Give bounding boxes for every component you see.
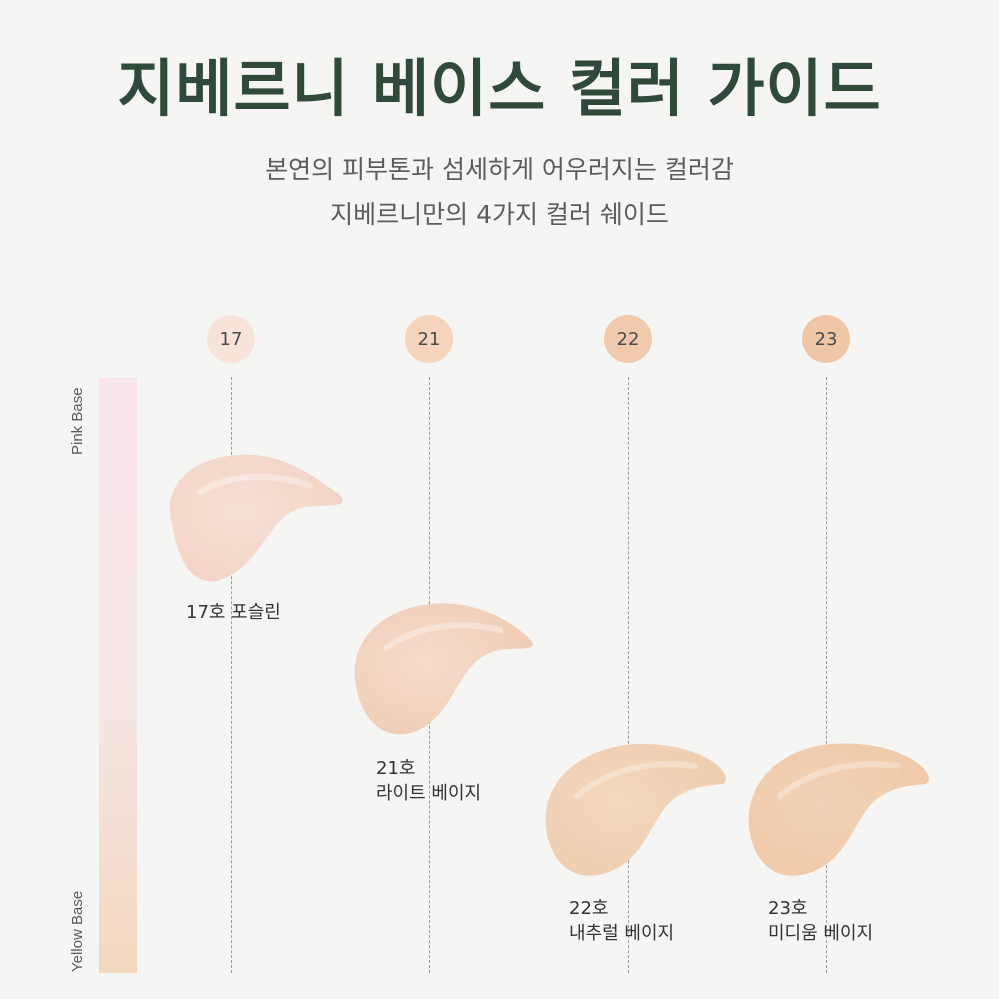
- shade-label-23-line2: 미디움 베이지: [768, 923, 874, 944]
- shade-label-22-line2: 내추럴 베이지: [569, 923, 675, 944]
- shade-circle-17: 17: [207, 315, 255, 363]
- yellow-base-label: Yellow Base: [69, 890, 86, 972]
- subtitle-line-1: 본연의 피부톤과 섬세하게 어우러지는 컬러감: [265, 155, 734, 184]
- swatch-21: [354, 603, 533, 735]
- shade-label-23-line1: 23호: [768, 898, 808, 919]
- shade-circle-23: 23: [802, 315, 850, 363]
- shade-label-17: 17호 포슬린: [186, 600, 281, 625]
- guide-line-23: [826, 377, 827, 973]
- guide-line-22: [628, 377, 629, 973]
- shade-label-21-line2: 라이트 베이지: [376, 783, 482, 804]
- swatch-22: [545, 743, 726, 876]
- shade-label-21-line1: 21호: [376, 758, 416, 779]
- shade-label-22-line1: 22호: [569, 898, 609, 919]
- base-gradient-bar: [99, 378, 137, 973]
- page-title: 지베르니 베이스 컬러 가이드: [117, 52, 882, 125]
- shade-label-23: 23호 미디움 베이지: [768, 896, 873, 946]
- swatch-23: [748, 743, 929, 876]
- shade-label-17-line1: 17호 포슬린: [186, 602, 281, 623]
- shade-circle-22: 22: [604, 315, 652, 363]
- pink-base-label: Pink Base: [69, 387, 86, 455]
- shade-label-22: 22호 내추럴 베이지: [569, 896, 674, 946]
- shade-circle-21: 21: [405, 315, 453, 363]
- subtitle-line-2: 지베르니만의 4가지 컬러 쉐이드: [330, 200, 669, 229]
- shade-label-21: 21호 라이트 베이지: [376, 756, 481, 806]
- guide-line-17: [231, 377, 232, 973]
- swatch-17: [169, 454, 343, 582]
